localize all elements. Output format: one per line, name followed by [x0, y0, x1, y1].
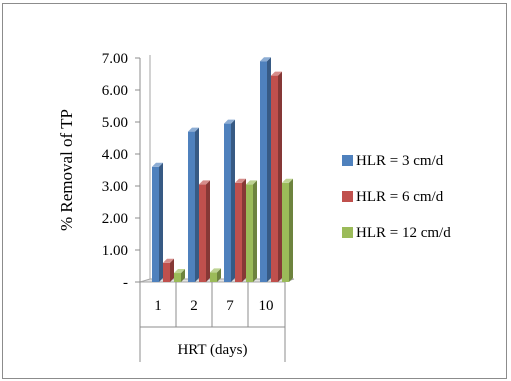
bar-side: [289, 178, 293, 282]
bar-top: [210, 268, 221, 273]
bar-side: [195, 127, 199, 282]
y-tick-label: 5.00: [102, 115, 128, 131]
bar-top: [174, 269, 185, 274]
bar-front: [188, 131, 195, 282]
y-axis-label: % Removal of TP: [57, 109, 76, 231]
bar: [188, 127, 199, 282]
x-tick-label: 2: [190, 298, 198, 314]
y-tick-label: 6.00: [102, 83, 128, 99]
x-categories: 1 2 7 10: [139, 282, 286, 362]
bar: [152, 162, 163, 282]
bar-top: [199, 180, 210, 185]
bar-side: [267, 57, 271, 283]
bar: [271, 71, 282, 282]
y-tick-label: 3.00: [102, 179, 128, 195]
bar-side: [181, 269, 185, 282]
bar: [163, 258, 174, 282]
bar: [199, 180, 210, 282]
bars: [152, 57, 293, 283]
bar: [246, 180, 257, 282]
x-tick-label: 10: [259, 298, 274, 314]
y-tick-label: -: [123, 275, 128, 291]
bar-side: [170, 258, 174, 282]
bar-top: [224, 119, 235, 124]
bar-side: [206, 180, 210, 282]
bar-front: [271, 75, 278, 282]
x-tick-label: 7: [226, 298, 234, 314]
bar-side: [242, 178, 246, 282]
bar: [235, 178, 246, 282]
y-tick-label: 1.00: [102, 243, 128, 259]
bar-top: [163, 258, 174, 263]
legend: HLR = 3 cm/d HLR = 6 cm/d HLR = 12 cm/d: [342, 153, 451, 241]
x-group-label: HRT (days): [177, 342, 247, 358]
bar-side: [217, 268, 221, 282]
bar: [224, 119, 235, 282]
bar-front: [235, 182, 242, 282]
legend-swatch: [342, 155, 353, 166]
bar-side: [278, 71, 282, 282]
y-tick-label: 4.00: [102, 147, 128, 163]
legend-swatch: [342, 191, 353, 202]
legend-label: HLR = 3 cm/d: [356, 153, 444, 169]
bar-front: [224, 123, 231, 282]
bar-front: [163, 262, 170, 282]
legend-item: HLR = 12 cm/d: [342, 225, 451, 241]
y-ticks: - 1.00 2.00 3.00 4.00 5.00 6.00 7.00: [102, 51, 140, 291]
x-tick-label: 1: [154, 298, 162, 314]
bar-top: [260, 57, 271, 62]
bar-side: [231, 119, 235, 282]
bar: [210, 268, 221, 282]
bar-front: [174, 273, 181, 282]
y-tick-label: 2.00: [102, 211, 128, 227]
legend-item: HLR = 3 cm/d: [342, 153, 444, 169]
bar: [174, 269, 185, 282]
bar-side: [253, 180, 257, 282]
bar-top: [271, 71, 282, 76]
legend-label: HLR = 12 cm/d: [356, 225, 451, 241]
bar-front: [260, 61, 267, 283]
legend-swatch: [342, 227, 353, 238]
bar: [282, 178, 293, 282]
bar-front: [199, 184, 206, 282]
bar-front: [246, 184, 253, 282]
bar-top: [188, 127, 199, 132]
bar-top: [152, 162, 163, 167]
bar-top: [282, 178, 293, 183]
bar-side: [159, 162, 163, 282]
bar-front: [282, 182, 289, 282]
bar: [260, 57, 271, 283]
legend-label: HLR = 6 cm/d: [356, 189, 444, 205]
bar-front: [152, 166, 159, 282]
bar-top: [235, 178, 246, 183]
bar-top: [246, 180, 257, 185]
y-tick-label: 7.00: [102, 51, 128, 67]
legend-item: HLR = 6 cm/d: [342, 189, 444, 205]
bar-front: [210, 272, 217, 282]
